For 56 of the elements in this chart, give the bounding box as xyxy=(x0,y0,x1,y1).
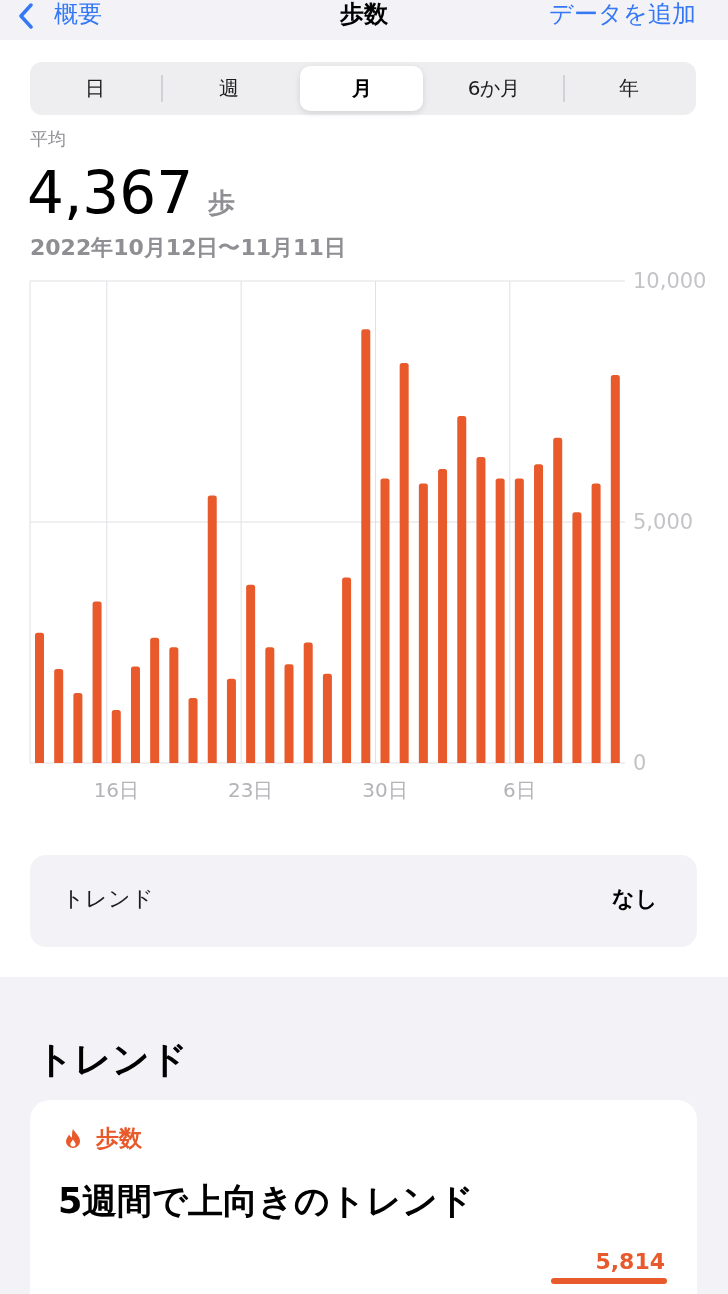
bar xyxy=(35,632,44,763)
text: 5週間で上向きのトレンド xyxy=(58,1181,475,1221)
bar xyxy=(342,577,352,763)
bar xyxy=(169,647,179,763)
text: 月 xyxy=(352,76,372,100)
bar xyxy=(591,483,601,763)
bar xyxy=(495,478,505,763)
text: トレンド xyxy=(36,1038,188,1081)
bar xyxy=(572,512,582,763)
bar xyxy=(73,693,83,763)
bar xyxy=(54,669,64,763)
y-tick-label: 5,000 xyxy=(633,510,694,535)
bar xyxy=(130,666,140,763)
text: 歩 xyxy=(208,187,235,218)
x-tick-label: 30日 xyxy=(362,778,408,803)
text: 平均 xyxy=(30,128,66,149)
bar xyxy=(399,362,409,763)
bar xyxy=(476,456,486,763)
text: 日 xyxy=(85,76,105,100)
bar xyxy=(438,468,448,763)
bar xyxy=(111,709,121,763)
bar xyxy=(92,601,102,763)
y-tick-label: 0 xyxy=(633,751,647,776)
bar xyxy=(457,415,467,763)
text: データを追加 xyxy=(549,0,696,28)
text: トレンド xyxy=(62,886,154,911)
bar xyxy=(418,483,428,763)
text: 6か月 xyxy=(467,76,521,100)
text: 歩数 xyxy=(96,1125,142,1151)
bar xyxy=(265,647,275,763)
bar xyxy=(553,437,563,763)
bar xyxy=(610,374,620,763)
y-tick-label: 10,000 xyxy=(633,269,707,294)
x-tick-label: 23日 xyxy=(228,778,274,803)
bar xyxy=(188,697,198,763)
bar xyxy=(226,678,236,763)
text: 4,367 xyxy=(27,159,194,227)
bar xyxy=(303,642,313,763)
bar xyxy=(322,673,332,763)
bar xyxy=(514,478,524,763)
text: 概要 xyxy=(54,0,102,28)
bar xyxy=(361,329,371,763)
bar xyxy=(284,664,294,763)
text: 2022年10月12日〜11月11日 xyxy=(30,235,346,260)
text: 5,814 xyxy=(595,1249,665,1274)
bar xyxy=(207,495,217,763)
x-tick-label: 6日 xyxy=(503,778,536,803)
bar xyxy=(534,464,544,763)
x-tick-label: 16日 xyxy=(93,778,140,803)
bar xyxy=(150,637,160,763)
text: 週 xyxy=(219,76,239,100)
text: なし xyxy=(612,886,658,911)
bar xyxy=(246,584,256,763)
text: 年 xyxy=(619,76,639,100)
bar xyxy=(380,478,390,763)
chart-title: 歩数 xyxy=(340,0,388,28)
